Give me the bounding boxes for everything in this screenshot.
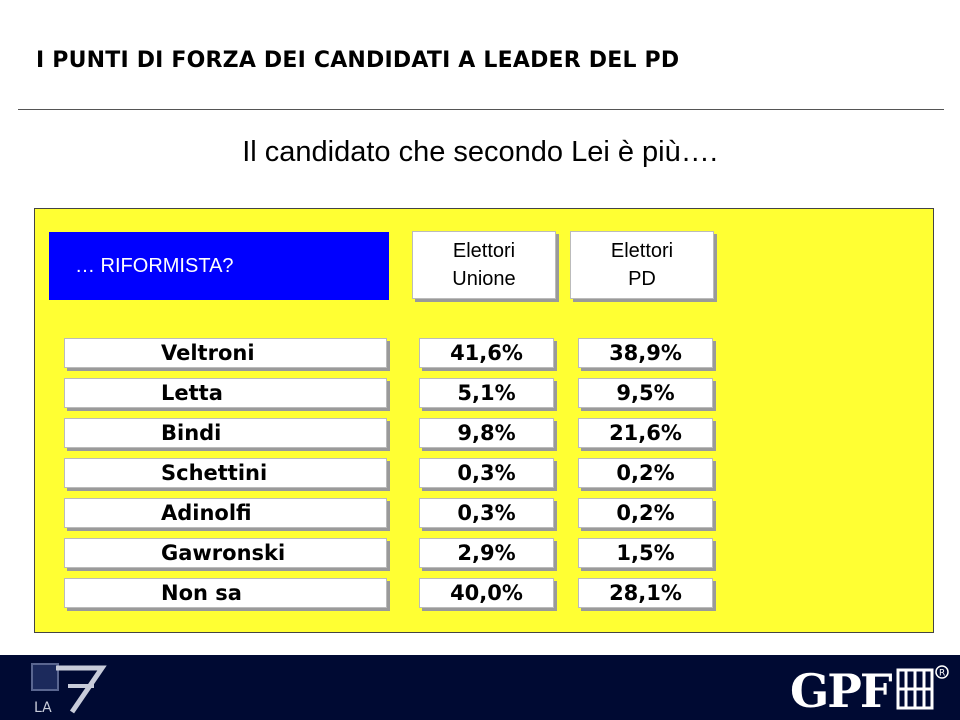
value-elettori-unione: 40,0%: [419, 578, 554, 608]
candidate-name: Adinolfi: [64, 498, 387, 528]
svg-text:GPF: GPF: [790, 664, 893, 714]
footer-bar: [0, 655, 960, 720]
candidate-name: Schettini: [64, 458, 387, 488]
la7-logo: LA: [31, 663, 107, 716]
column-header-line: Elettori: [452, 240, 516, 262]
value-elettori-pd: 38,9%: [578, 338, 713, 368]
svg-text:R: R: [939, 669, 945, 679]
value-elettori-unione: 5,1%: [419, 378, 554, 408]
value-elettori-pd: 21,6%: [578, 418, 713, 448]
column-header-line: Elettori: [610, 240, 674, 262]
column-header-line: PD: [628, 268, 656, 290]
value-elettori-pd: 1,5%: [578, 538, 713, 568]
value-elettori-pd: 28,1%: [578, 578, 713, 608]
value-elettori-pd: 0,2%: [578, 458, 713, 488]
candidate-name: Letta: [64, 378, 387, 408]
candidate-name: Non sa: [64, 578, 387, 608]
candidate-name: Gawronski: [64, 538, 387, 568]
page-title: I PUNTI DI FORZA DEI CANDIDATI A LEADER …: [36, 48, 680, 73]
value-elettori-unione: 2,9%: [419, 538, 554, 568]
question-label: … RIFORMISTA?: [49, 232, 389, 300]
value-elettori-unione: 0,3%: [419, 498, 554, 528]
svg-text:LA: LA: [34, 700, 52, 716]
value-elettori-unione: 41,6%: [419, 338, 554, 368]
value-elettori-unione: 0,3%: [419, 458, 554, 488]
value-elettori-pd: 9,5%: [578, 378, 713, 408]
title-divider: [18, 109, 944, 110]
value-elettori-pd: 0,2%: [578, 498, 713, 528]
column-header-elettori-unione: Elettori Unione: [412, 231, 556, 299]
gpf-logo: GPF R: [790, 664, 949, 714]
value-elettori-unione: 9,8%: [419, 418, 554, 448]
column-header-line: Unione: [452, 268, 516, 290]
column-header-elettori-pd: Elettori PD: [570, 231, 714, 299]
candidate-name: Bindi: [64, 418, 387, 448]
page-subtitle: Il candidato che secondo Lei è più….: [242, 136, 718, 168]
candidate-name: Veltroni: [64, 338, 387, 368]
